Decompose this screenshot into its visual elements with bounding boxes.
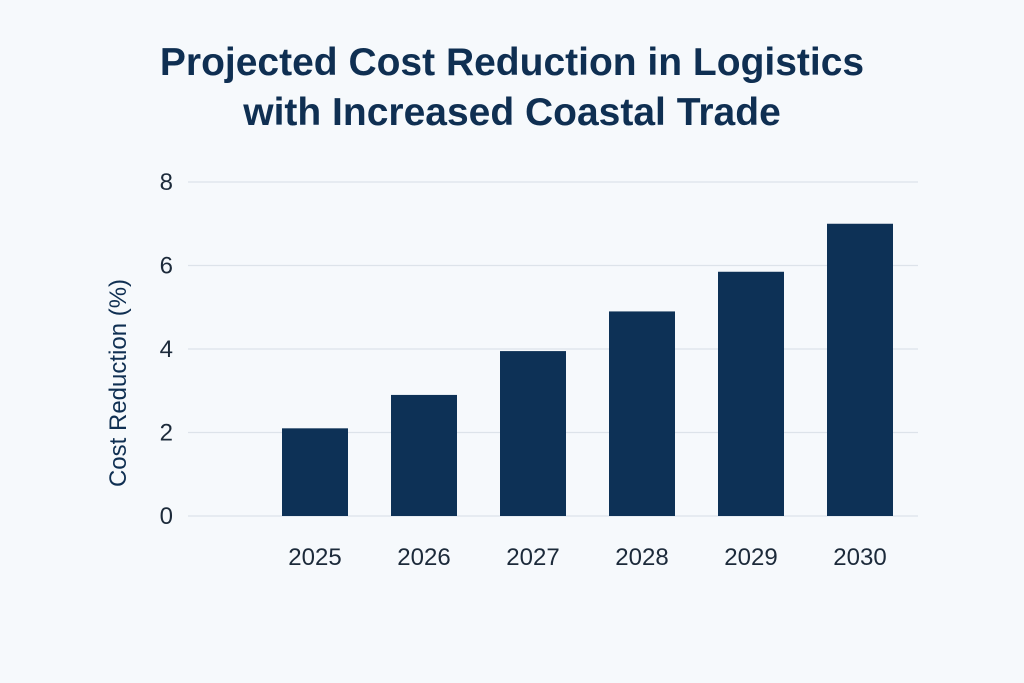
x-tick-label: 2026 [397, 544, 450, 571]
chart-title-line-1: Projected Cost Reduction in Logistics [159, 41, 865, 84]
y-tick-label: 6 [160, 253, 173, 280]
bar-2028 [609, 311, 675, 516]
chart-title: Projected Cost Reduction in Logistics wi… [0, 38, 1024, 138]
bars [282, 223, 893, 516]
chart-title-line-2: with Increased Coastal Trade [243, 91, 781, 134]
y-tick-label: 8 [160, 169, 173, 196]
bar-2026 [391, 394, 457, 516]
y-axis-ticks: 0 2 4 6 8 [160, 169, 173, 530]
x-axis-ticks: 2025 2026 2027 2028 2029 2030 [288, 544, 886, 571]
bar-2030 [827, 223, 893, 516]
bar-2027 [500, 351, 566, 516]
x-tick-label: 2028 [615, 544, 668, 571]
y-tick-label: 4 [160, 336, 173, 363]
x-tick-label: 2025 [288, 544, 341, 571]
y-axis-label: Cost Reduction (%) [105, 279, 132, 487]
y-tick-label: 0 [160, 503, 173, 530]
bar-2029 [718, 271, 784, 516]
x-tick-label: 2030 [833, 544, 886, 571]
bar-2025 [282, 428, 348, 516]
y-tick-label: 2 [160, 420, 173, 447]
x-tick-label: 2029 [724, 544, 777, 571]
x-tick-label: 2027 [506, 544, 559, 571]
